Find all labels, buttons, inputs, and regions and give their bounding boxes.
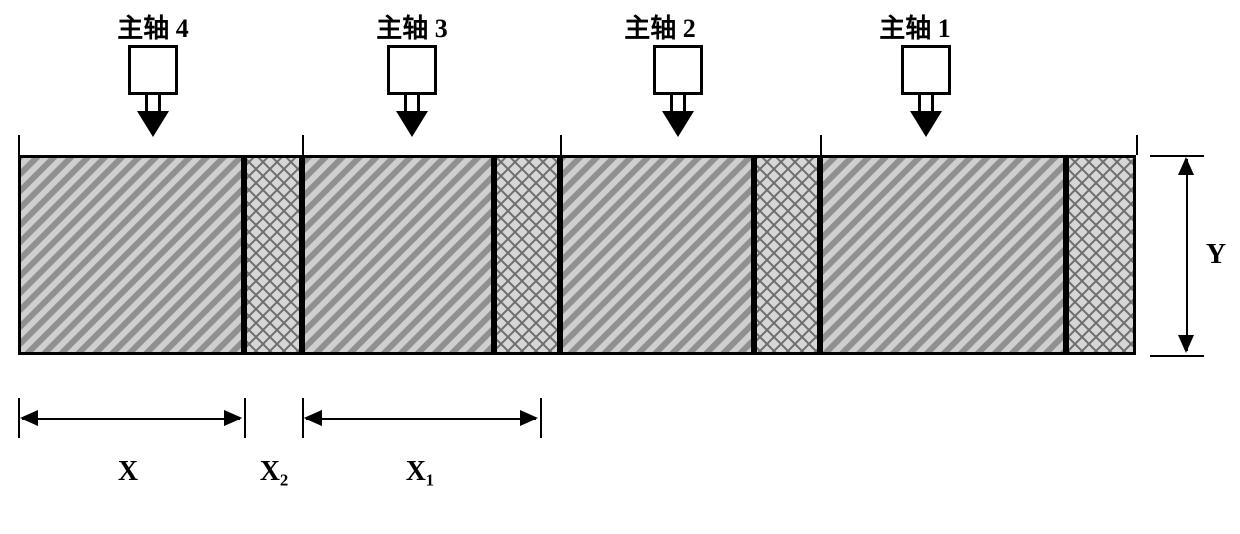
x-dim-arrow-right-icon <box>520 410 538 426</box>
segment-divider-4 <box>494 155 560 355</box>
x-dim-label-X2: X₂ <box>260 456 289 488</box>
band-top-tick-3 <box>820 135 822 155</box>
band-top-tick-2 <box>560 135 562 155</box>
spindle-label-1: 主轴 1 <box>879 8 951 45</box>
x-dim-line <box>22 418 240 420</box>
x-dim-tick <box>244 398 246 438</box>
spindle-box-icon <box>128 45 178 95</box>
segment-divider-7 <box>820 155 1066 355</box>
spindle-tip-icon <box>662 111 694 137</box>
y-dim-tick-bottom <box>1150 355 1204 357</box>
spindle-label-4: 主轴 4 <box>117 8 189 45</box>
segment-divider-6 <box>754 155 820 355</box>
x-dim-line <box>306 418 536 420</box>
diagram-stage: 主轴 4 主轴 3 主轴 2 主轴 1 Y X X₂ X₁ <box>0 0 1240 534</box>
spindle-neck-icon <box>145 95 161 111</box>
segment-divider-1 <box>18 155 244 355</box>
band-top-tick-1 <box>302 135 304 155</box>
x-dim-arrow-inward-left-icon <box>224 410 242 426</box>
band-top-tick-4 <box>1136 135 1138 155</box>
spindle-2 <box>653 45 703 137</box>
spindle-tip-icon <box>137 111 169 137</box>
segment-divider-8 <box>1066 155 1136 355</box>
spindle-tip-icon <box>910 111 942 137</box>
y-dim-arrow-top-icon <box>1178 157 1194 175</box>
spindle-3 <box>387 45 437 137</box>
spindle-neck-icon <box>670 95 686 111</box>
y-dim-arrow-bottom-icon <box>1178 335 1194 353</box>
spindle-label-2: 主轴 2 <box>624 8 696 45</box>
y-dim-line <box>1186 159 1188 351</box>
spindle-1 <box>901 45 951 137</box>
segment-divider-3 <box>302 155 494 355</box>
x-dim-arrow-left-icon <box>304 410 322 426</box>
y-dim-tick-top <box>1150 155 1204 157</box>
spindle-neck-icon <box>404 95 420 111</box>
band-top-tick-0 <box>18 135 20 155</box>
segment-divider-2 <box>244 155 302 355</box>
spindle-box-icon <box>653 45 703 95</box>
spindle-4 <box>128 45 178 137</box>
spindle-box-icon <box>387 45 437 95</box>
spindle-tip-icon <box>396 111 428 137</box>
spindle-neck-icon <box>918 95 934 111</box>
segment-divider-5 <box>560 155 754 355</box>
x-dim-label-X: X <box>118 456 138 488</box>
x-dim-label-X1: X₁ <box>406 456 435 488</box>
y-dim-label: Y <box>1206 239 1226 271</box>
spindle-label-3: 主轴 3 <box>376 8 448 45</box>
x-dim-tick <box>540 398 542 438</box>
spindle-box-icon <box>901 45 951 95</box>
x-dim-arrow-left-icon <box>20 410 38 426</box>
